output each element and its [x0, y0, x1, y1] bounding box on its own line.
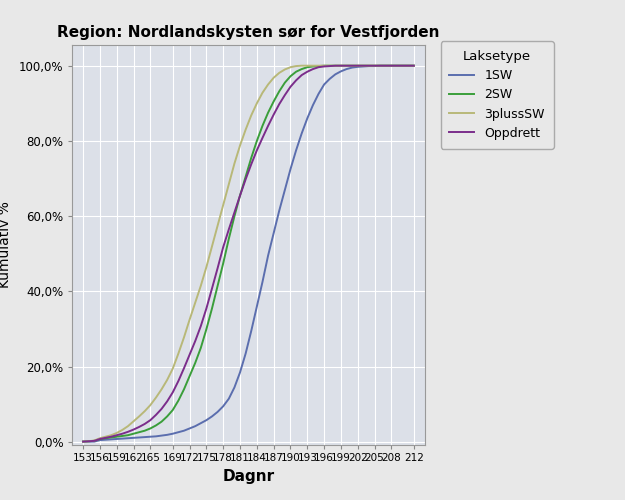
- Legend: 1SW, 2SW, 3plussSW, Oppdrett: 1SW, 2SW, 3plussSW, Oppdrett: [441, 42, 554, 149]
- Oppdrett: [186, 352, 193, 358]
- Oppdrett: [174, 378, 182, 384]
- Oppdrett: [136, 424, 143, 430]
- Oppdrett: [332, 62, 339, 68]
- 1SW: [79, 438, 87, 444]
- 2SW: [321, 62, 328, 68]
- 2SW: [410, 62, 418, 68]
- 1SW: [410, 62, 418, 68]
- Oppdrett: [79, 438, 87, 444]
- 3plussSW: [298, 62, 306, 68]
- 1SW: [376, 62, 384, 68]
- 1SW: [287, 166, 294, 172]
- Oppdrett: [163, 398, 171, 404]
- Line: Oppdrett: Oppdrett: [83, 66, 414, 442]
- 3plussSW: [174, 350, 182, 356]
- 2SW: [186, 373, 193, 379]
- 3plussSW: [191, 300, 199, 306]
- 3plussSW: [287, 64, 294, 70]
- 2SW: [191, 360, 199, 366]
- 1SW: [174, 429, 182, 435]
- 3plussSW: [79, 438, 87, 444]
- Oppdrett: [287, 84, 294, 90]
- X-axis label: Dagnr: Dagnr: [222, 469, 274, 484]
- 1SW: [136, 434, 143, 440]
- Line: 2SW: 2SW: [83, 66, 414, 442]
- 2SW: [163, 414, 171, 420]
- 2SW: [287, 73, 294, 79]
- 3plussSW: [136, 414, 143, 420]
- Oppdrett: [191, 338, 199, 344]
- 3plussSW: [410, 62, 418, 68]
- Line: 3plussSW: 3plussSW: [83, 66, 414, 442]
- 2SW: [136, 429, 143, 435]
- 1SW: [191, 423, 199, 429]
- Title: Region: Nordlandskysten sør for Vestfjorden: Region: Nordlandskysten sør for Vestfjor…: [57, 24, 440, 40]
- 3plussSW: [186, 316, 193, 322]
- Y-axis label: Kumulativ %: Kumulativ %: [0, 202, 12, 288]
- Oppdrett: [410, 62, 418, 68]
- 1SW: [186, 426, 193, 432]
- 1SW: [163, 432, 171, 438]
- 2SW: [174, 398, 182, 404]
- Line: 1SW: 1SW: [83, 66, 414, 442]
- 2SW: [79, 438, 87, 444]
- 3plussSW: [163, 377, 171, 383]
